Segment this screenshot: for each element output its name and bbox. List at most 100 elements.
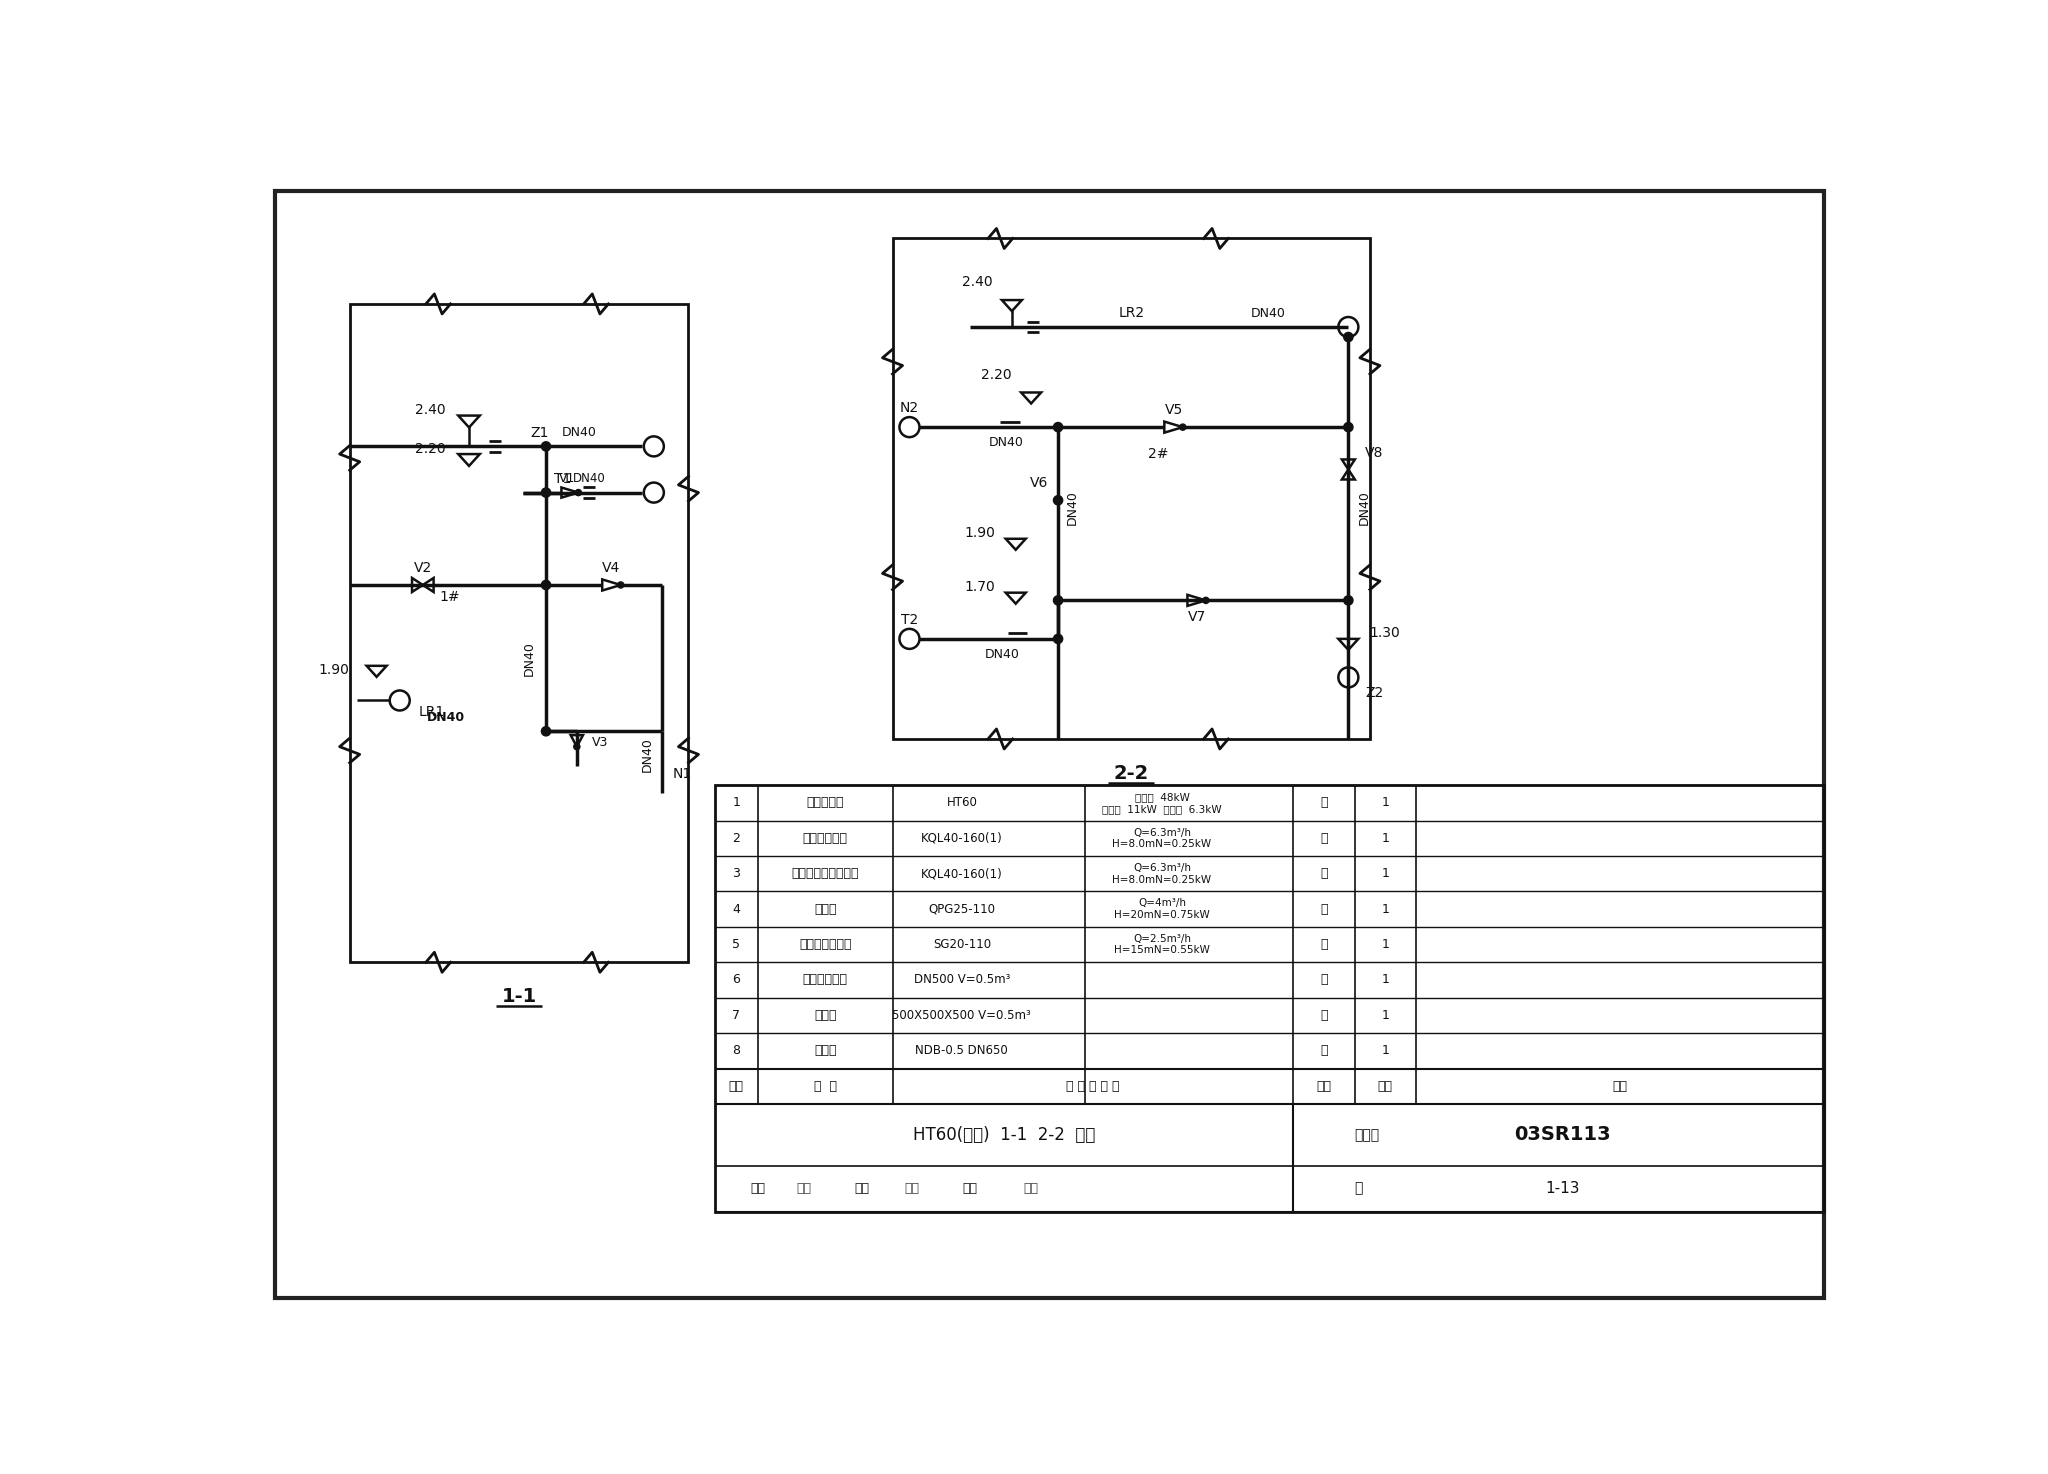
Text: 1.90: 1.90 [319, 663, 350, 677]
Text: DN40: DN40 [561, 426, 596, 439]
Text: Q=2.5m³/h
H=15mN=0.55kW: Q=2.5m³/h H=15mN=0.55kW [1114, 933, 1210, 955]
Text: 03SR113: 03SR113 [1513, 1125, 1610, 1144]
Text: 1: 1 [1382, 937, 1389, 951]
Polygon shape [1188, 595, 1206, 606]
Bar [715, 786, 1825, 1212]
Text: 生活热水循环泵: 生活热水循环泵 [799, 937, 852, 951]
Text: V3: V3 [592, 737, 608, 749]
Text: 备注: 备注 [1612, 1080, 1628, 1092]
Text: DN40: DN40 [522, 641, 537, 675]
Text: 1: 1 [733, 796, 739, 809]
Polygon shape [602, 579, 621, 591]
Circle shape [899, 629, 920, 649]
Circle shape [1053, 595, 1063, 604]
Circle shape [643, 436, 664, 457]
Polygon shape [1337, 638, 1358, 650]
Text: 1: 1 [1382, 1008, 1389, 1021]
Text: 页: 页 [1354, 1182, 1362, 1195]
Bar [893, 239, 1370, 738]
Text: Q=6.3m³/h
H=8.0mN=0.25kW: Q=6.3m³/h H=8.0mN=0.25kW [1112, 827, 1212, 849]
Circle shape [1343, 333, 1354, 342]
Text: 2.40: 2.40 [416, 404, 446, 417]
Polygon shape [1341, 470, 1356, 479]
Circle shape [1053, 634, 1063, 644]
Text: 1#: 1# [440, 590, 461, 603]
Text: 台: 台 [1321, 973, 1327, 986]
Text: KQL40-160(1): KQL40-160(1) [922, 831, 1004, 845]
Text: 2.20: 2.20 [981, 368, 1012, 382]
Text: 1: 1 [1382, 796, 1389, 809]
Text: 1-13: 1-13 [1544, 1181, 1579, 1197]
Text: 签名: 签名 [797, 1182, 811, 1195]
Text: 单位: 单位 [1317, 1080, 1331, 1092]
Text: HT60: HT60 [946, 796, 977, 809]
Text: DN40: DN40 [573, 472, 606, 485]
Text: DN40: DN40 [426, 710, 465, 724]
Text: 台: 台 [1321, 831, 1327, 845]
Text: T1: T1 [553, 472, 571, 486]
Text: 审核: 审核 [750, 1182, 766, 1195]
Circle shape [1202, 597, 1208, 603]
Text: 台: 台 [1321, 867, 1327, 880]
Text: 台: 台 [1321, 1008, 1327, 1021]
Text: DN40: DN40 [1251, 307, 1286, 320]
Text: N1: N1 [674, 766, 692, 781]
Circle shape [1343, 595, 1354, 604]
Circle shape [1053, 495, 1063, 506]
Text: 5: 5 [733, 937, 739, 951]
Text: 名  称: 名 称 [813, 1080, 838, 1092]
Text: V4: V4 [602, 562, 621, 575]
Text: Z2: Z2 [1366, 685, 1384, 700]
Polygon shape [367, 666, 387, 677]
Text: DN40: DN40 [989, 436, 1024, 450]
Text: 3: 3 [733, 867, 739, 880]
Circle shape [573, 743, 580, 750]
Circle shape [541, 442, 551, 451]
Polygon shape [1341, 460, 1356, 470]
Text: 定压罐: 定压罐 [813, 1045, 836, 1057]
Text: 1-1: 1-1 [502, 988, 537, 1007]
Polygon shape [459, 454, 479, 466]
Text: 台: 台 [1321, 796, 1327, 809]
Text: DN40: DN40 [1358, 491, 1370, 525]
Text: 台: 台 [1321, 1045, 1327, 1057]
Text: 4: 4 [733, 902, 739, 915]
Text: 葵积式换热器: 葵积式换热器 [803, 973, 848, 986]
Text: SG20-110: SG20-110 [932, 937, 991, 951]
Text: 2.40: 2.40 [963, 276, 993, 289]
Text: DN40: DN40 [1065, 491, 1079, 525]
Text: 台: 台 [1321, 902, 1327, 915]
Text: HT60(一台)  1-1  2-2  剖面: HT60(一台) 1-1 2-2 剖面 [913, 1126, 1096, 1144]
Text: 补水泵: 补水泵 [813, 902, 836, 915]
Circle shape [899, 417, 920, 438]
Circle shape [1343, 423, 1354, 432]
Circle shape [1337, 668, 1358, 687]
Text: V2: V2 [414, 562, 432, 575]
Text: 末端水循环泵: 末端水循环泵 [803, 831, 848, 845]
Text: 序号: 序号 [729, 1080, 743, 1092]
Polygon shape [1006, 539, 1026, 550]
Text: 1.30: 1.30 [1370, 626, 1401, 640]
Circle shape [541, 488, 551, 497]
Text: V1: V1 [559, 472, 575, 485]
Text: 1: 1 [1382, 831, 1389, 845]
Polygon shape [1165, 422, 1184, 433]
Polygon shape [1022, 392, 1040, 404]
Text: 能量提升器: 能量提升器 [807, 796, 844, 809]
Text: 校对: 校对 [854, 1182, 868, 1195]
Text: 签名: 签名 [1024, 1182, 1038, 1195]
Text: 6: 6 [733, 973, 739, 986]
Text: DN500 V=0.5m³: DN500 V=0.5m³ [913, 973, 1010, 986]
Text: 补水筱: 补水筱 [813, 1008, 836, 1021]
Text: V7: V7 [1188, 610, 1206, 625]
Text: LR2: LR2 [1118, 307, 1145, 320]
Text: 1: 1 [1382, 973, 1389, 986]
Text: 能量提升系统循环泵: 能量提升系统循环泵 [791, 867, 858, 880]
Polygon shape [422, 578, 434, 593]
Text: NDB-0.5 DN650: NDB-0.5 DN650 [915, 1045, 1008, 1057]
Text: KQL40-160(1): KQL40-160(1) [922, 867, 1004, 880]
Text: DN40: DN40 [641, 737, 653, 772]
Text: 制冷量  48kW
电功率  11kW  制热量  6.3kW: 制冷量 48kW 电功率 11kW 制热量 6.3kW [1102, 792, 1223, 814]
Text: T2: T2 [901, 613, 918, 626]
Text: 1.70: 1.70 [965, 579, 995, 594]
